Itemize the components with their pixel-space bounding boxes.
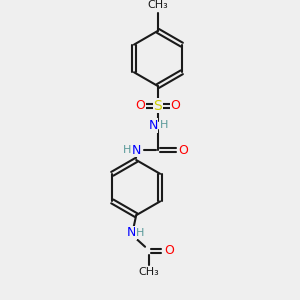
Text: N: N [148,119,158,132]
Text: O: O [135,99,145,112]
Text: N: N [127,226,136,239]
Text: S: S [154,99,162,113]
Text: H: H [160,121,168,130]
Text: CH₃: CH₃ [139,267,159,278]
Text: H: H [136,228,144,238]
Text: O: O [171,99,181,112]
Text: H: H [123,145,131,155]
Text: CH₃: CH₃ [148,0,168,10]
Text: O: O [164,244,174,257]
Text: O: O [178,144,188,157]
Text: N: N [131,144,141,157]
